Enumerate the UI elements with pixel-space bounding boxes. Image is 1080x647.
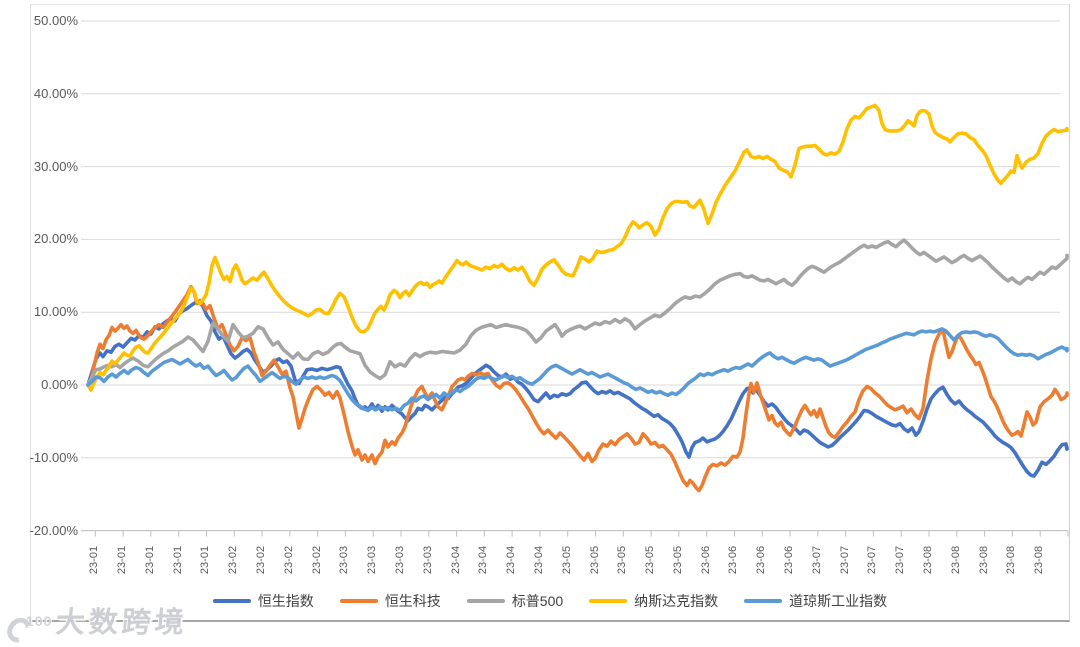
x-axis-label: 23-08 <box>922 545 934 575</box>
series-line-纳斯达克指数 <box>86 103 1069 392</box>
legend-line-swatch <box>466 599 505 603</box>
x-axis-label: 23-04 <box>477 545 490 575</box>
y-axis-label: 10.00% <box>33 304 78 320</box>
x-axis-label: 23-05 <box>560 545 573 575</box>
x-axis-label: 23-03 <box>366 545 379 575</box>
x-axis-label: 23-02 <box>282 545 295 575</box>
x-axis-label: 23-04 <box>532 545 545 575</box>
x-axis-label: 23-07 <box>810 545 823 575</box>
legend: 恒生指数 恒生科技 标普500 纳斯达克指数 道琼斯工业指数 <box>30 588 1070 614</box>
y-axis-label: -20.00% <box>29 522 78 538</box>
legend-line-swatch <box>589 599 628 603</box>
series-lines <box>86 103 1069 493</box>
legend-line-swatch <box>212 599 251 603</box>
series-line-恒生科技 <box>86 284 1069 493</box>
legend-line-swatch <box>339 599 378 603</box>
x-axis-label: 23-05 <box>616 545 629 575</box>
legend-item: 恒生指数 <box>212 591 314 611</box>
x-axis-label: 23-08 <box>1005 545 1018 575</box>
series-line-标普500 <box>86 238 1069 387</box>
x-axis-label: 23-06 <box>699 545 712 575</box>
x-axis-label: 23-04 <box>449 545 462 575</box>
x-axis-label: 23-05 <box>644 545 657 575</box>
x-axis-label: 23-02 <box>310 545 323 575</box>
legend-item: 标普500 <box>466 591 564 611</box>
series-line-道琼斯工业指数 <box>86 327 1069 413</box>
x-axis-label: 23-05 <box>588 545 601 575</box>
y-axis-label: 0.00% <box>41 377 78 392</box>
legend-item: 纳斯达克指数 <box>589 591 718 611</box>
x-axis-label: 23-01 <box>116 545 129 575</box>
x-axis <box>81 530 1069 537</box>
x-axis-label: 23-08 <box>949 545 962 575</box>
x-axis-label: 23-06 <box>755 545 768 575</box>
legend-label: 标普500 <box>511 593 564 609</box>
x-axis-label: 23-01 <box>88 545 101 575</box>
x-axis-label: 23-05 <box>671 545 684 575</box>
x-axis-label: 23-03 <box>393 545 406 575</box>
x-axis-label: 23-07 <box>894 545 907 575</box>
y-axis-label: 20.00% <box>33 231 78 247</box>
x-axis-label: 23-07 <box>866 545 879 575</box>
x-axis-label: 23-03 <box>338 545 351 575</box>
x-axis-label: 23-02 <box>255 545 268 575</box>
legend-line-swatch <box>744 599 783 603</box>
x-axis-label: 23-03 <box>421 545 434 575</box>
legend-label: 纳斯达克指数 <box>634 593 719 609</box>
legend-item: 道琼斯工业指数 <box>744 591 887 611</box>
y-axis-label: -10.00% <box>29 449 78 465</box>
legend-label: 道琼斯工业指数 <box>789 593 888 609</box>
x-axis-label: 23-07 <box>838 545 851 575</box>
legend-label: 恒生科技 <box>384 593 441 609</box>
x-axis-label: 23-01 <box>171 545 184 575</box>
x-axis-label: 23-04 <box>505 545 518 575</box>
x-axis-label: 23-08 <box>977 545 990 575</box>
y-axis-label: 50.00% <box>33 13 78 28</box>
chart-frame <box>30 4 1070 622</box>
legend-item: 恒生科技 <box>339 591 441 611</box>
legend-label: 恒生指数 <box>257 593 314 609</box>
x-axis-label: 23-01 <box>199 545 212 575</box>
x-axis-label: 23-08 <box>1033 545 1046 575</box>
x-axis-label: 23-01 <box>143 545 156 575</box>
x-axis-label: 23-06 <box>783 545 796 575</box>
x-axis-label: 23-02 <box>227 545 240 575</box>
y-axis-label: 40.00% <box>33 85 78 101</box>
x-axis-label: 23-06 <box>727 545 740 575</box>
y-axis-label: 30.00% <box>33 158 78 174</box>
